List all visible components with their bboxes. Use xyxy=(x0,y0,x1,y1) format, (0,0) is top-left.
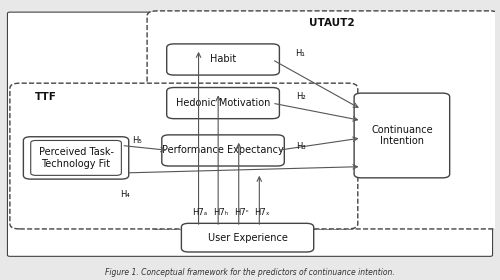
Text: H₁: H₁ xyxy=(296,49,306,58)
Text: User Experience: User Experience xyxy=(208,233,288,243)
FancyBboxPatch shape xyxy=(166,88,280,119)
Text: H₄: H₄ xyxy=(120,190,130,199)
Text: UTAUT2: UTAUT2 xyxy=(309,18,354,28)
FancyBboxPatch shape xyxy=(162,135,284,166)
FancyBboxPatch shape xyxy=(24,137,128,179)
Text: TTF: TTF xyxy=(34,92,56,102)
Text: H₅: H₅ xyxy=(132,136,142,145)
Text: H₃: H₃ xyxy=(296,142,306,151)
FancyBboxPatch shape xyxy=(8,12,492,256)
Text: H7ₐ: H7ₐ xyxy=(192,208,208,217)
Text: H7ₓ: H7ₓ xyxy=(254,208,270,217)
Text: Performance Expectancy: Performance Expectancy xyxy=(162,145,284,155)
Text: Perceived Task-
Technology Fit: Perceived Task- Technology Fit xyxy=(38,147,114,169)
Text: Hedonic Motivation: Hedonic Motivation xyxy=(176,98,270,108)
FancyBboxPatch shape xyxy=(354,93,450,178)
FancyBboxPatch shape xyxy=(147,11,500,229)
FancyBboxPatch shape xyxy=(182,223,314,252)
Text: Habit: Habit xyxy=(210,55,236,64)
Text: H7ᶜ: H7ᶜ xyxy=(234,208,248,217)
Text: H₂: H₂ xyxy=(296,92,306,101)
Text: H7ₕ: H7ₕ xyxy=(213,208,228,217)
Text: Continuance
Intention: Continuance Intention xyxy=(371,125,432,146)
FancyBboxPatch shape xyxy=(166,44,280,75)
FancyBboxPatch shape xyxy=(10,83,358,229)
Text: Figure 1. Conceptual framework for the predictors of continuance intention.: Figure 1. Conceptual framework for the p… xyxy=(105,268,395,277)
